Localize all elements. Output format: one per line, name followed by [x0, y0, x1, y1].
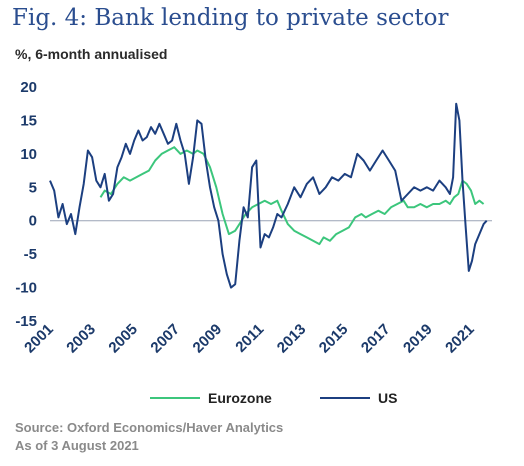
y-tick-label: -5 — [24, 246, 37, 263]
y-tick-label: 15 — [20, 112, 37, 129]
x-tick-label: 2019 — [400, 321, 436, 357]
source-note: Source: Oxford Economics/Haver Analytics… — [15, 419, 283, 455]
legend-item-eurozone: Eurozone — [150, 390, 272, 406]
y-tick-label: 0 — [29, 213, 37, 230]
legend-label-eurozone: Eurozone — [208, 390, 272, 406]
chart-subtitle: %, 6-month annualised — [15, 46, 168, 62]
legend-item-us: US — [320, 390, 397, 406]
chart-title: Fig. 4: Bank lending to private sector — [12, 5, 449, 31]
y-tick-label: -10 — [15, 280, 37, 297]
y-tick-label: 20 — [20, 79, 37, 96]
as-of-line: As of 3 August 2021 — [15, 438, 139, 453]
series-layer — [49, 102, 488, 289]
legend-swatch-us — [320, 397, 370, 399]
series-line-us — [49, 102, 488, 289]
x-tick-label: 2021 — [442, 321, 478, 357]
y-tick-label: -15 — [15, 313, 37, 330]
y-axis-ticks: 20 15 10 5 0 -5 -10 -15 — [15, 79, 37, 330]
x-tick-label: 2007 — [147, 321, 183, 357]
x-tick-label: 2011 — [232, 321, 267, 356]
y-tick-label: 5 — [29, 179, 37, 196]
x-tick-label: 2013 — [274, 321, 310, 357]
x-tick-label: 2015 — [316, 321, 352, 357]
x-axis-ticks: 2001 2003 2005 2007 2009 2011 2013 2015 2017 2019… — [21, 321, 478, 357]
x-tick-label: 2003 — [63, 321, 99, 357]
x-tick-label: 2005 — [105, 321, 141, 357]
legend-swatch-eurozone — [150, 397, 200, 399]
x-tick-label: 2017 — [358, 321, 394, 357]
y-tick-label: 10 — [20, 146, 37, 163]
source-line: Source: Oxford Economics/Haver Analytics — [15, 420, 284, 435]
series-line-eurozone — [99, 146, 485, 246]
legend-label-us: US — [378, 390, 398, 406]
legend: Eurozone US — [0, 390, 524, 410]
x-tick-label: 2009 — [190, 321, 226, 357]
